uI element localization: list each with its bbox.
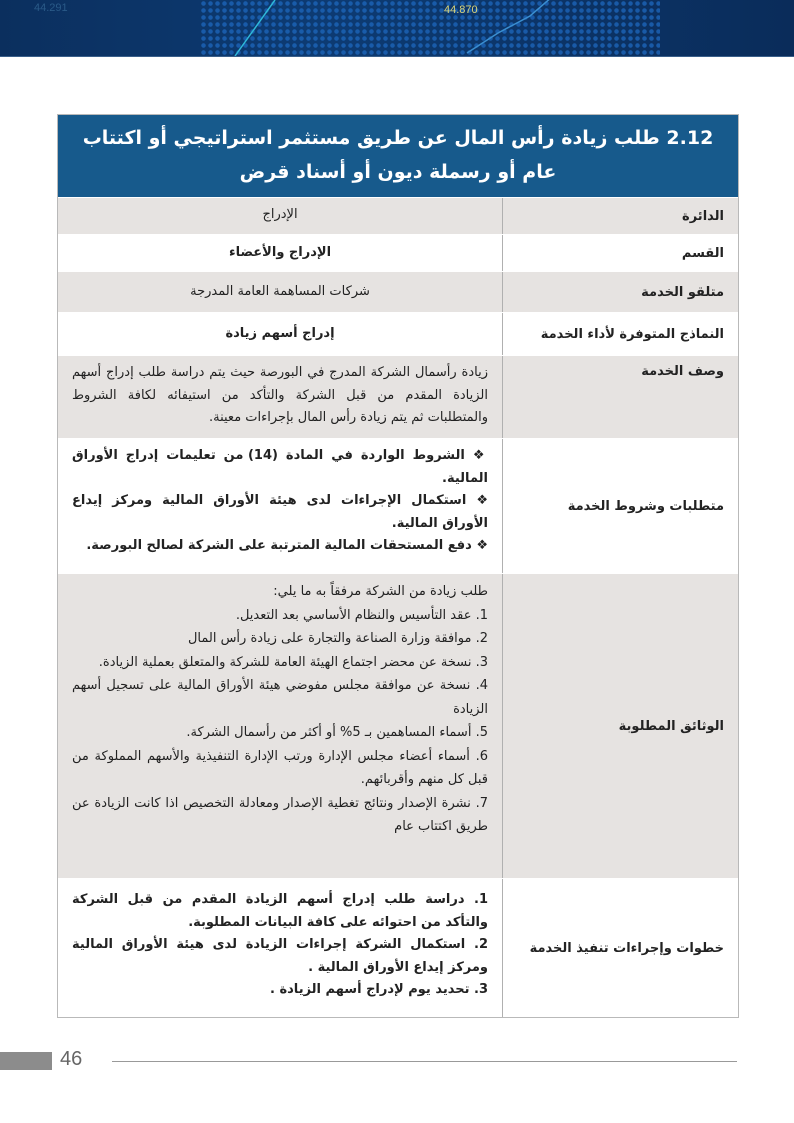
row-label: وصف الخدمة bbox=[502, 356, 738, 438]
ticker-number: 44.291 bbox=[34, 2, 68, 14]
footer-bar bbox=[0, 1052, 52, 1070]
row-label: الدائرة bbox=[502, 198, 738, 234]
document-item: 5. أسماء المساهمين بـ 5% أو أكثر من رأسم… bbox=[186, 725, 488, 740]
row-label: متطلبات وشروط الخدمة bbox=[502, 439, 738, 573]
row-value: إدراج أسهم زيادة bbox=[225, 325, 335, 341]
world-map-graphic bbox=[200, 0, 660, 56]
document-item: 4. نسخة عن موافقة مجلس مفوضي هيئة الأورا… bbox=[72, 678, 488, 717]
chart-line-graphic bbox=[234, 0, 550, 56]
requirement-item: ❖ استكمال الإجراءات لدى هيئة الأوراق الم… bbox=[72, 493, 488, 531]
row-label: القسم bbox=[502, 235, 738, 271]
requirement-item: ❖ دفع المستحقات المالية المترتبة على الش… bbox=[86, 538, 488, 553]
table-row: متطلبات وشروط الخدمة ❖ الشروط الواردة في … bbox=[58, 438, 738, 573]
table-row: متلقو الخدمة شركات المساهمة العامة المدرج… bbox=[58, 271, 738, 312]
row-value: طلب زيادة من الشركة مرفقاً به ما يلي: 1. … bbox=[58, 574, 502, 878]
row-value: ❖ الشروط الواردة في المادة (14) من تعليم… bbox=[58, 439, 502, 573]
row-label: خطوات وإجراءات تنفيذ الخدمة bbox=[502, 879, 738, 1017]
document-item: 3. نسخة عن محضر اجتماع الهيئة العامة للش… bbox=[98, 654, 488, 670]
table-row: وصف الخدمة زيادة رأسمال الشركة المدرج في … bbox=[58, 355, 738, 438]
step-item: 1. دراسة طلب إدراج أسهم الزيادة المقدم م… bbox=[72, 892, 488, 930]
row-value: 1. دراسة طلب إدراج أسهم الزيادة المقدم م… bbox=[58, 879, 502, 1017]
table-row: خطوات وإجراءات تنفيذ الخدمة 1. دراسة طلب … bbox=[58, 878, 738, 1017]
document-item: 6. أسماء أعضاء مجلس الإدارة ورتب الإدارة… bbox=[72, 748, 488, 788]
document-item: 1. عقد التأسيس والنظام الأساسي بعد التعد… bbox=[235, 607, 488, 623]
step-item: 3. تحديد يوم لإدراج أسهم الزيادة . bbox=[270, 982, 488, 997]
table-row: الوثائق المطلوبة طلب زيادة من الشركة مرفق… bbox=[58, 573, 738, 878]
page-number: 46 bbox=[60, 1048, 83, 1070]
header-banner: 44.291 44.870 bbox=[0, 0, 794, 57]
row-label: الوثائق المطلوبة bbox=[502, 574, 738, 878]
document-item: 2. موافقة وزارة الصناعة والتجارة على زيا… bbox=[187, 631, 488, 646]
document-item: 7. نشرة الإصدار ونتائج تغطية الإصدار ومع… bbox=[72, 795, 488, 835]
row-value: زيادة رأسمال الشركة المدرج في البورصة حي… bbox=[72, 365, 488, 425]
row-value: شركات المساهمة العامة المدرجة bbox=[190, 283, 370, 299]
row-value: الإدراج bbox=[262, 207, 298, 222]
table-row: القسم الإدراج والأعضاء bbox=[58, 234, 738, 271]
step-item: 2. استكمال الشركة إجراءات الزيادة لدى هي… bbox=[72, 937, 488, 975]
requirement-item: ❖ الشروط الواردة في المادة (14) من تعليم… bbox=[72, 448, 488, 486]
table-row: النماذج المتوفرة لأداء الخدمة إدراج أسهم … bbox=[58, 312, 738, 355]
row-value: الإدراج والأعضاء bbox=[228, 244, 332, 260]
table-row: الدائرة الإدراج bbox=[58, 197, 738, 234]
document-item: طلب زيادة من الشركة مرفقاً به ما يلي: bbox=[273, 584, 488, 599]
service-table: 2.12 طلب زيادة رأس المال عن طريق مستثمر … bbox=[57, 114, 739, 1018]
footer-divider bbox=[112, 1061, 737, 1062]
row-label: متلقو الخدمة bbox=[502, 272, 738, 312]
table-title: 2.12 طلب زيادة رأس المال عن طريق مستثمر … bbox=[58, 115, 738, 197]
ticker-number: 44.870 bbox=[444, 4, 478, 16]
row-label: النماذج المتوفرة لأداء الخدمة bbox=[502, 313, 738, 355]
